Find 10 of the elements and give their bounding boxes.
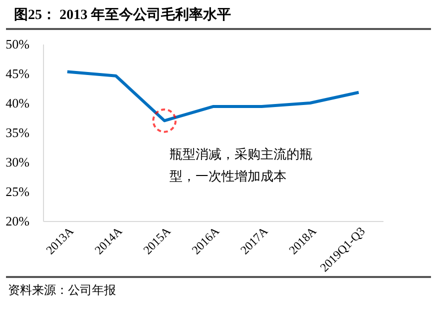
y-tick-label: 40% [6, 96, 30, 110]
y-tick-label: 45% [6, 66, 30, 81]
annotation: 瓶型消减，采购主流的瓶型，一次性增加成本 [169, 146, 312, 184]
y-tick-label: 50% [6, 36, 30, 52]
text: 资料来源：公司年报 [6, 276, 431, 303]
y-tick-label: 30% [6, 154, 30, 170]
y-tick-label: 35% [6, 125, 30, 140]
chart-title: 图25： 2013 年至今公司毛利率水平 [6, 0, 431, 30]
y-tick-label: 20% [6, 214, 30, 228]
y-tick-label: 25% [6, 184, 30, 199]
